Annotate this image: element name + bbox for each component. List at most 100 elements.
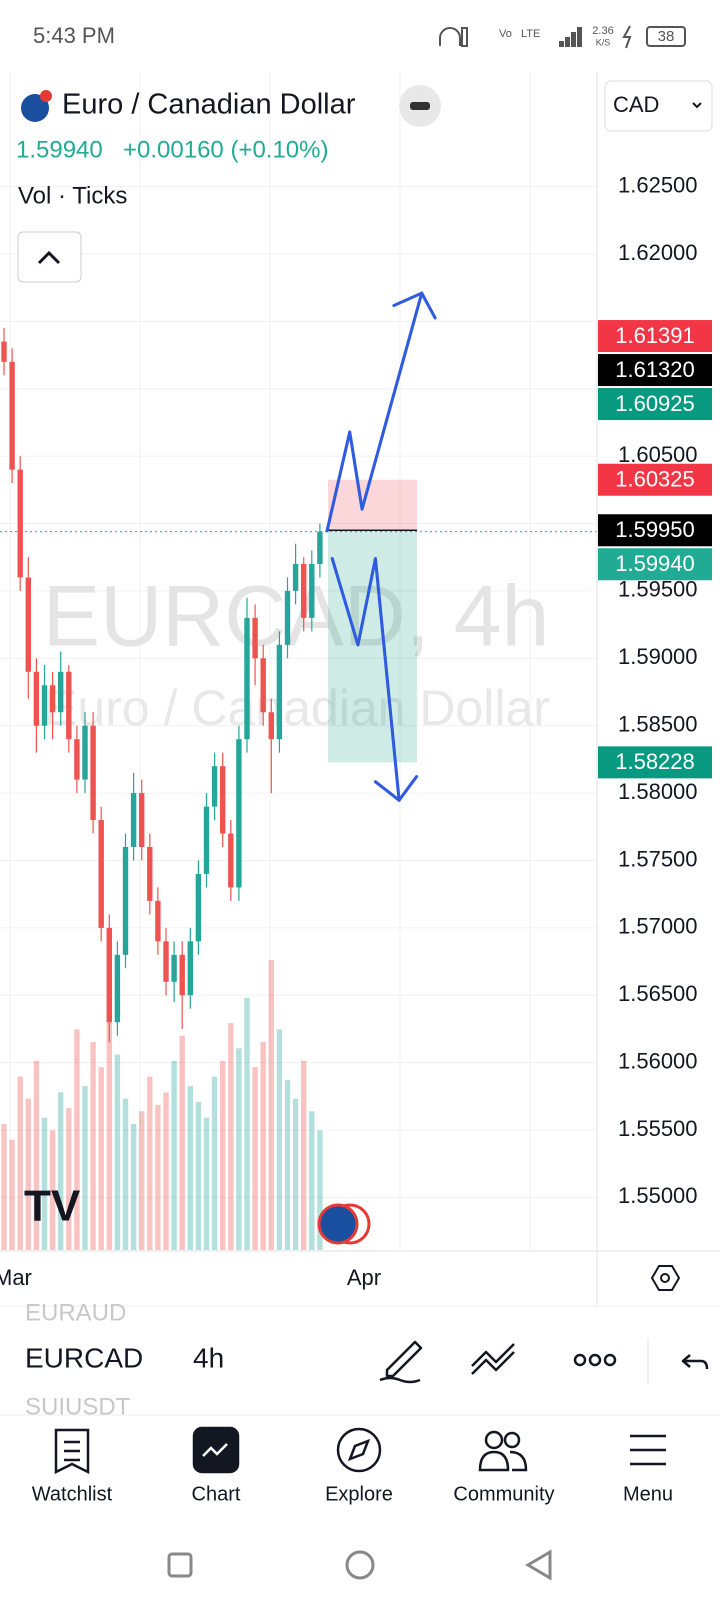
y-tick-label: 1.56500 xyxy=(618,981,698,1006)
candle-body xyxy=(187,941,193,996)
price-tag-label: 1.61391 xyxy=(615,323,695,348)
back-button[interactable] xyxy=(525,1549,552,1581)
volume-bar xyxy=(276,1029,283,1250)
status-time: 5:43 PM xyxy=(33,23,115,48)
volume-bar xyxy=(114,1054,121,1250)
volume-bar xyxy=(163,1092,169,1250)
more-button[interactable] xyxy=(573,1353,587,1367)
currency-badge xyxy=(317,1203,359,1245)
watermark: EURCAD, 4h Euro / Canadian Dollar xyxy=(43,569,550,736)
candle-body xyxy=(41,685,48,726)
volume-bar xyxy=(147,1076,153,1250)
y-tick-label: 1.58000 xyxy=(618,779,698,804)
status-network: Vo xyxy=(499,28,512,40)
symbol-name: Euro / Canadian Dollar xyxy=(62,89,356,121)
volume-bar xyxy=(98,1067,104,1250)
nav-label[interactable]: Explore xyxy=(325,1483,393,1505)
currency-select[interactable] xyxy=(604,80,713,132)
volume-bar xyxy=(9,1139,15,1250)
recents-button[interactable] xyxy=(167,1552,193,1578)
interval[interactable]: 4h xyxy=(193,1342,224,1373)
battery-level: 38 xyxy=(658,28,675,45)
candle-body xyxy=(1,341,7,362)
price-tag xyxy=(598,548,712,581)
nav-label[interactable]: Chart xyxy=(192,1483,241,1505)
more-button[interactable] xyxy=(603,1353,617,1367)
volume-bar xyxy=(33,1060,40,1250)
y-tick-label: 1.59000 xyxy=(618,644,698,669)
status-speed-unit: K/S xyxy=(596,37,611,47)
volume-bar xyxy=(122,1098,129,1250)
candles xyxy=(1,328,323,1043)
candle-body xyxy=(284,590,291,645)
candle-body xyxy=(66,671,72,740)
toggle-button[interactable] xyxy=(17,231,82,283)
candle-body xyxy=(268,712,274,740)
candle-body xyxy=(147,847,153,901)
watermark-name: Euro / Canadian Dollar xyxy=(44,680,550,736)
price-change: +0.00160 (+0.10%) xyxy=(123,136,329,163)
volume-bar xyxy=(301,1060,307,1250)
system-nav xyxy=(167,1549,552,1581)
y-tick-label: 1.60500 xyxy=(618,442,698,467)
currency: CAD xyxy=(613,92,659,117)
candle-body xyxy=(301,563,307,618)
volume-bar xyxy=(82,1086,88,1250)
undo-button[interactable] xyxy=(681,1354,709,1370)
volume-bar xyxy=(260,1041,266,1250)
candle-body xyxy=(220,766,226,834)
price-tag xyxy=(598,388,712,421)
volume-bar xyxy=(309,1111,315,1250)
dropdown-icon xyxy=(692,102,702,109)
symbol-current[interactable]: EURCAD xyxy=(25,1342,143,1373)
volume-bar xyxy=(244,997,250,1250)
volume-bar xyxy=(130,1123,137,1250)
volume-bar xyxy=(41,1117,48,1250)
y-tick-label: 1.57500 xyxy=(618,846,698,871)
tv-logo: TV xyxy=(24,1182,81,1231)
volume-bar xyxy=(284,1079,291,1250)
x-tick-label: Mar xyxy=(0,1265,32,1290)
indicator-button[interactable] xyxy=(471,1343,515,1375)
candle-body xyxy=(203,806,210,874)
symbol-next[interactable]: SUIUSDT xyxy=(25,1393,131,1420)
candle-body xyxy=(98,820,104,928)
candle-body xyxy=(228,833,234,888)
chevron-up xyxy=(37,250,61,265)
volume xyxy=(1,960,323,1250)
volume-bar xyxy=(74,1029,80,1250)
candle-body xyxy=(17,469,23,578)
draw-button[interactable] xyxy=(379,1340,423,1384)
volume-bar xyxy=(1,1123,7,1250)
price-tag xyxy=(598,320,712,353)
volume-bar xyxy=(211,1076,218,1250)
volume-bar xyxy=(106,1013,112,1250)
nav-label[interactable]: Watchlist xyxy=(32,1483,113,1505)
candle-body xyxy=(74,739,80,780)
price-tag xyxy=(598,746,712,779)
settings-button[interactable] xyxy=(650,1265,681,1291)
flag-icon xyxy=(40,90,52,102)
home-button[interactable] xyxy=(345,1550,375,1580)
y-tick-label: 1.55000 xyxy=(618,1183,698,1208)
candle-body xyxy=(317,531,323,564)
candle-body xyxy=(179,954,185,996)
price-tag xyxy=(598,354,712,387)
price-tag xyxy=(598,463,712,496)
volume-bar xyxy=(317,1130,323,1250)
toolbar xyxy=(379,1340,709,1384)
price-tag-label: 1.59940 xyxy=(615,551,695,576)
nav-label[interactable]: Community xyxy=(453,1483,554,1505)
symbol-prev[interactable]: EURAUD xyxy=(25,1299,126,1326)
nav-label[interactable]: Menu xyxy=(623,1483,673,1505)
volume-bar xyxy=(187,1086,193,1250)
volume-bar xyxy=(66,1108,72,1250)
volume-bar xyxy=(155,1105,161,1250)
target-zone xyxy=(328,530,417,763)
nav-icons xyxy=(54,1426,666,1475)
more-button[interactable] xyxy=(588,1353,602,1367)
y-tick-label: 1.55500 xyxy=(618,1116,698,1141)
y-tick-label: 1.62500 xyxy=(618,172,698,197)
candle-body xyxy=(90,725,96,821)
